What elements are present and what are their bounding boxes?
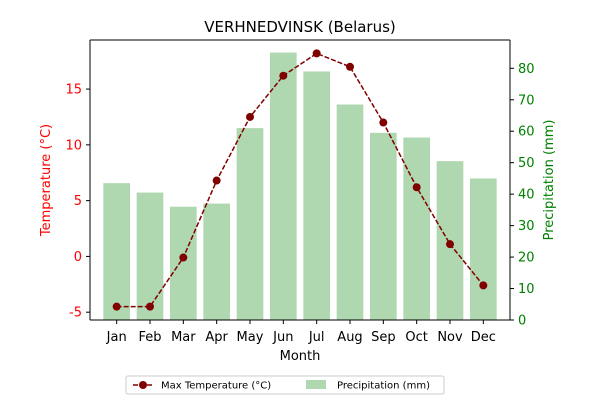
precipitation-bar-sep bbox=[370, 132, 397, 320]
temperature-point-oct bbox=[412, 183, 421, 192]
left-tick-label: -5 bbox=[69, 306, 82, 321]
legend: Max Temperature (°C) Precipitation (mm) bbox=[125, 375, 445, 395]
x-tick-label-aug: Aug bbox=[337, 330, 362, 345]
legend-label-temperature: Max Temperature (°C) bbox=[161, 381, 271, 392]
x-axis-label: Month bbox=[280, 349, 321, 364]
precipitation-bar-feb bbox=[136, 192, 164, 320]
precipitation-bar-mar bbox=[170, 206, 197, 320]
x-tick-label-dec: Dec bbox=[471, 330, 496, 345]
temperature-point-sep bbox=[379, 118, 388, 127]
temperature-point-nov bbox=[446, 240, 454, 249]
x-tick-label-jan: Jan bbox=[106, 330, 127, 345]
legend-label-precipitation: Precipitation (mm) bbox=[337, 381, 430, 392]
legend-marker-swatch bbox=[139, 381, 147, 389]
temperature-point-jun bbox=[279, 71, 288, 80]
left-y-axis-label: Temperature (°C) bbox=[39, 124, 54, 237]
precipitation-bars bbox=[103, 52, 497, 321]
precipitation-bar-jun bbox=[270, 52, 297, 321]
left-tick-label: 10 bbox=[65, 138, 82, 153]
x-tick-label-oct: Oct bbox=[405, 330, 427, 345]
temperature-point-may bbox=[246, 112, 254, 121]
right-tick-label: 60 bbox=[518, 125, 535, 140]
precipitation-bar-may bbox=[236, 128, 264, 320]
temperature-point-mar bbox=[179, 253, 188, 262]
temperature-point-feb bbox=[146, 302, 154, 311]
precipitation-bar-jan bbox=[103, 183, 130, 320]
precipitation-bar-aug bbox=[336, 104, 364, 320]
chart-title: VERHNEDVINSK (Belarus) bbox=[204, 18, 396, 36]
legend-box bbox=[125, 375, 445, 395]
x-tick-label-feb: Feb bbox=[138, 330, 161, 345]
temperature-point-jan bbox=[112, 302, 121, 311]
precipitation-bar-jul bbox=[303, 71, 330, 321]
precipitation-bar-apr bbox=[203, 203, 230, 320]
x-tick-label-jul: Jul bbox=[308, 330, 325, 345]
right-tick-label: 50 bbox=[518, 156, 535, 171]
x-tick-label-may: May bbox=[237, 330, 264, 345]
left-tick-label: 5 bbox=[74, 194, 82, 209]
right-y-axis-label: Precipitation (mm) bbox=[542, 120, 557, 241]
axes: Jan Feb Mar Apr May Jun Jul Aug Sep Oct Nov Dec -5 0 5… bbox=[65, 39, 535, 345]
temperature-line bbox=[112, 49, 488, 311]
left-tick-label: 0 bbox=[74, 250, 82, 265]
right-tick-label: 40 bbox=[518, 188, 535, 203]
right-tick-label: 10 bbox=[518, 282, 535, 297]
precipitation-bar-oct bbox=[403, 137, 430, 320]
left-tick-label: 15 bbox=[65, 83, 82, 98]
x-tick-label-apr: Apr bbox=[205, 330, 228, 345]
legend-bar-swatch bbox=[306, 380, 326, 389]
x-tick-label-sep: Sep bbox=[371, 330, 396, 345]
temperature-point-apr bbox=[212, 176, 221, 185]
x-tick-label-jun: Jun bbox=[272, 330, 293, 345]
temperature-point-aug bbox=[346, 62, 354, 71]
x-tick-label-nov: Nov bbox=[437, 330, 463, 345]
x-tick-label-mar: Mar bbox=[171, 330, 196, 345]
right-tick-label: 70 bbox=[518, 93, 535, 108]
temperature-series-line bbox=[116, 52, 484, 308]
right-tick-label: 80 bbox=[518, 62, 535, 77]
temperature-point-dec bbox=[479, 281, 488, 290]
right-tick-label: 30 bbox=[518, 219, 535, 234]
precipitation-bar-dec bbox=[470, 178, 497, 320]
temperature-point-jul bbox=[312, 49, 321, 58]
right-tick-label: 20 bbox=[518, 251, 535, 266]
right-tick-label: 0 bbox=[518, 314, 526, 329]
